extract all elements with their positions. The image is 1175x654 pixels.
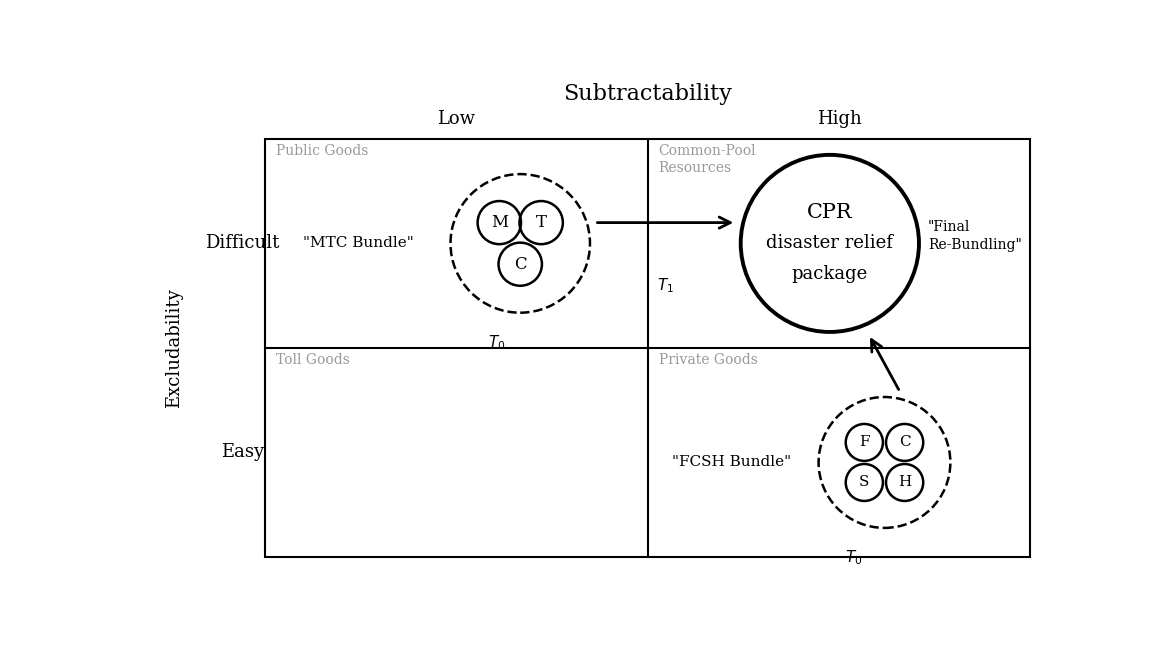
Text: Difficult: Difficult (206, 234, 280, 252)
Text: package: package (792, 266, 868, 283)
Text: Toll Goods: Toll Goods (276, 353, 350, 367)
Text: Excludability: Excludability (166, 288, 183, 408)
Text: $T_0$: $T_0$ (489, 333, 505, 352)
Text: Easy: Easy (221, 443, 264, 461)
Text: "Final
Re-Bundling": "Final Re-Bundling" (928, 220, 1022, 252)
Text: S: S (859, 475, 870, 489)
Text: C: C (899, 436, 911, 449)
Text: disaster relief: disaster relief (766, 234, 893, 252)
Text: $T_1$: $T_1$ (657, 277, 673, 295)
Bar (266, 139, 1030, 557)
Text: High: High (817, 110, 861, 128)
Text: $T_0$: $T_0$ (845, 548, 862, 567)
Text: C: C (513, 256, 526, 273)
Text: "MTC Bundle": "MTC Bundle" (303, 236, 414, 250)
Text: Low: Low (437, 110, 476, 128)
Text: Private Goods: Private Goods (659, 353, 758, 367)
Text: M: M (491, 214, 508, 231)
Text: H: H (898, 475, 912, 489)
Text: T: T (536, 214, 546, 231)
Text: Public Goods: Public Goods (276, 144, 369, 158)
Text: F: F (859, 436, 870, 449)
Text: CPR: CPR (807, 203, 853, 222)
Text: Common-Pool
Resources: Common-Pool Resources (659, 144, 757, 175)
Text: Subtractability: Subtractability (563, 82, 732, 105)
Text: "FCSH Bundle": "FCSH Bundle" (672, 455, 791, 470)
